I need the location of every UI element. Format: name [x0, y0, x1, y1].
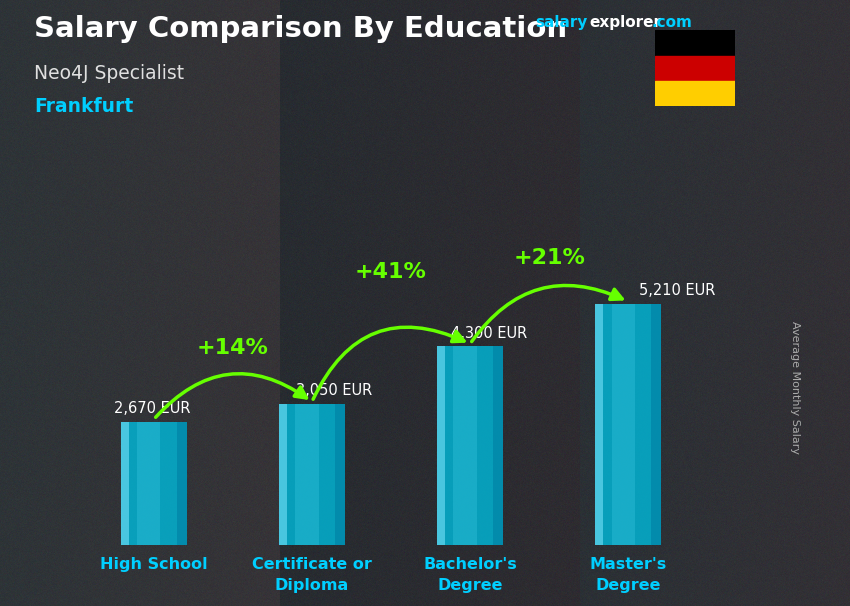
- Bar: [493, 346, 503, 545]
- Text: Neo4J Specialist: Neo4J Specialist: [34, 64, 184, 82]
- Bar: [295, 404, 319, 545]
- Bar: [453, 346, 477, 545]
- Bar: [121, 422, 128, 545]
- Bar: [279, 404, 286, 545]
- Bar: [137, 422, 161, 545]
- Text: Average Monthly Salary: Average Monthly Salary: [790, 321, 800, 454]
- Text: 5,210 EUR: 5,210 EUR: [639, 284, 716, 298]
- Bar: [177, 422, 187, 545]
- Text: +21%: +21%: [513, 248, 585, 268]
- Text: 2,670 EUR: 2,670 EUR: [114, 401, 190, 416]
- Bar: [654, 30, 735, 56]
- Text: +41%: +41%: [355, 262, 427, 282]
- Bar: [612, 304, 635, 545]
- Bar: [121, 422, 187, 545]
- Bar: [595, 304, 603, 545]
- Text: .com: .com: [651, 15, 692, 30]
- Bar: [279, 404, 345, 545]
- Bar: [654, 56, 735, 81]
- Bar: [651, 304, 661, 545]
- Bar: [437, 346, 503, 545]
- Text: 3,050 EUR: 3,050 EUR: [296, 384, 372, 399]
- Text: 4,300 EUR: 4,300 EUR: [451, 325, 527, 341]
- Text: +14%: +14%: [197, 338, 269, 359]
- Bar: [335, 404, 345, 545]
- Text: salary: salary: [536, 15, 588, 30]
- Bar: [595, 304, 661, 545]
- Bar: [437, 346, 445, 545]
- Bar: [654, 81, 735, 106]
- Text: explorer: explorer: [589, 15, 661, 30]
- Text: Frankfurt: Frankfurt: [34, 97, 133, 116]
- Text: Salary Comparison By Education: Salary Comparison By Education: [34, 15, 567, 43]
